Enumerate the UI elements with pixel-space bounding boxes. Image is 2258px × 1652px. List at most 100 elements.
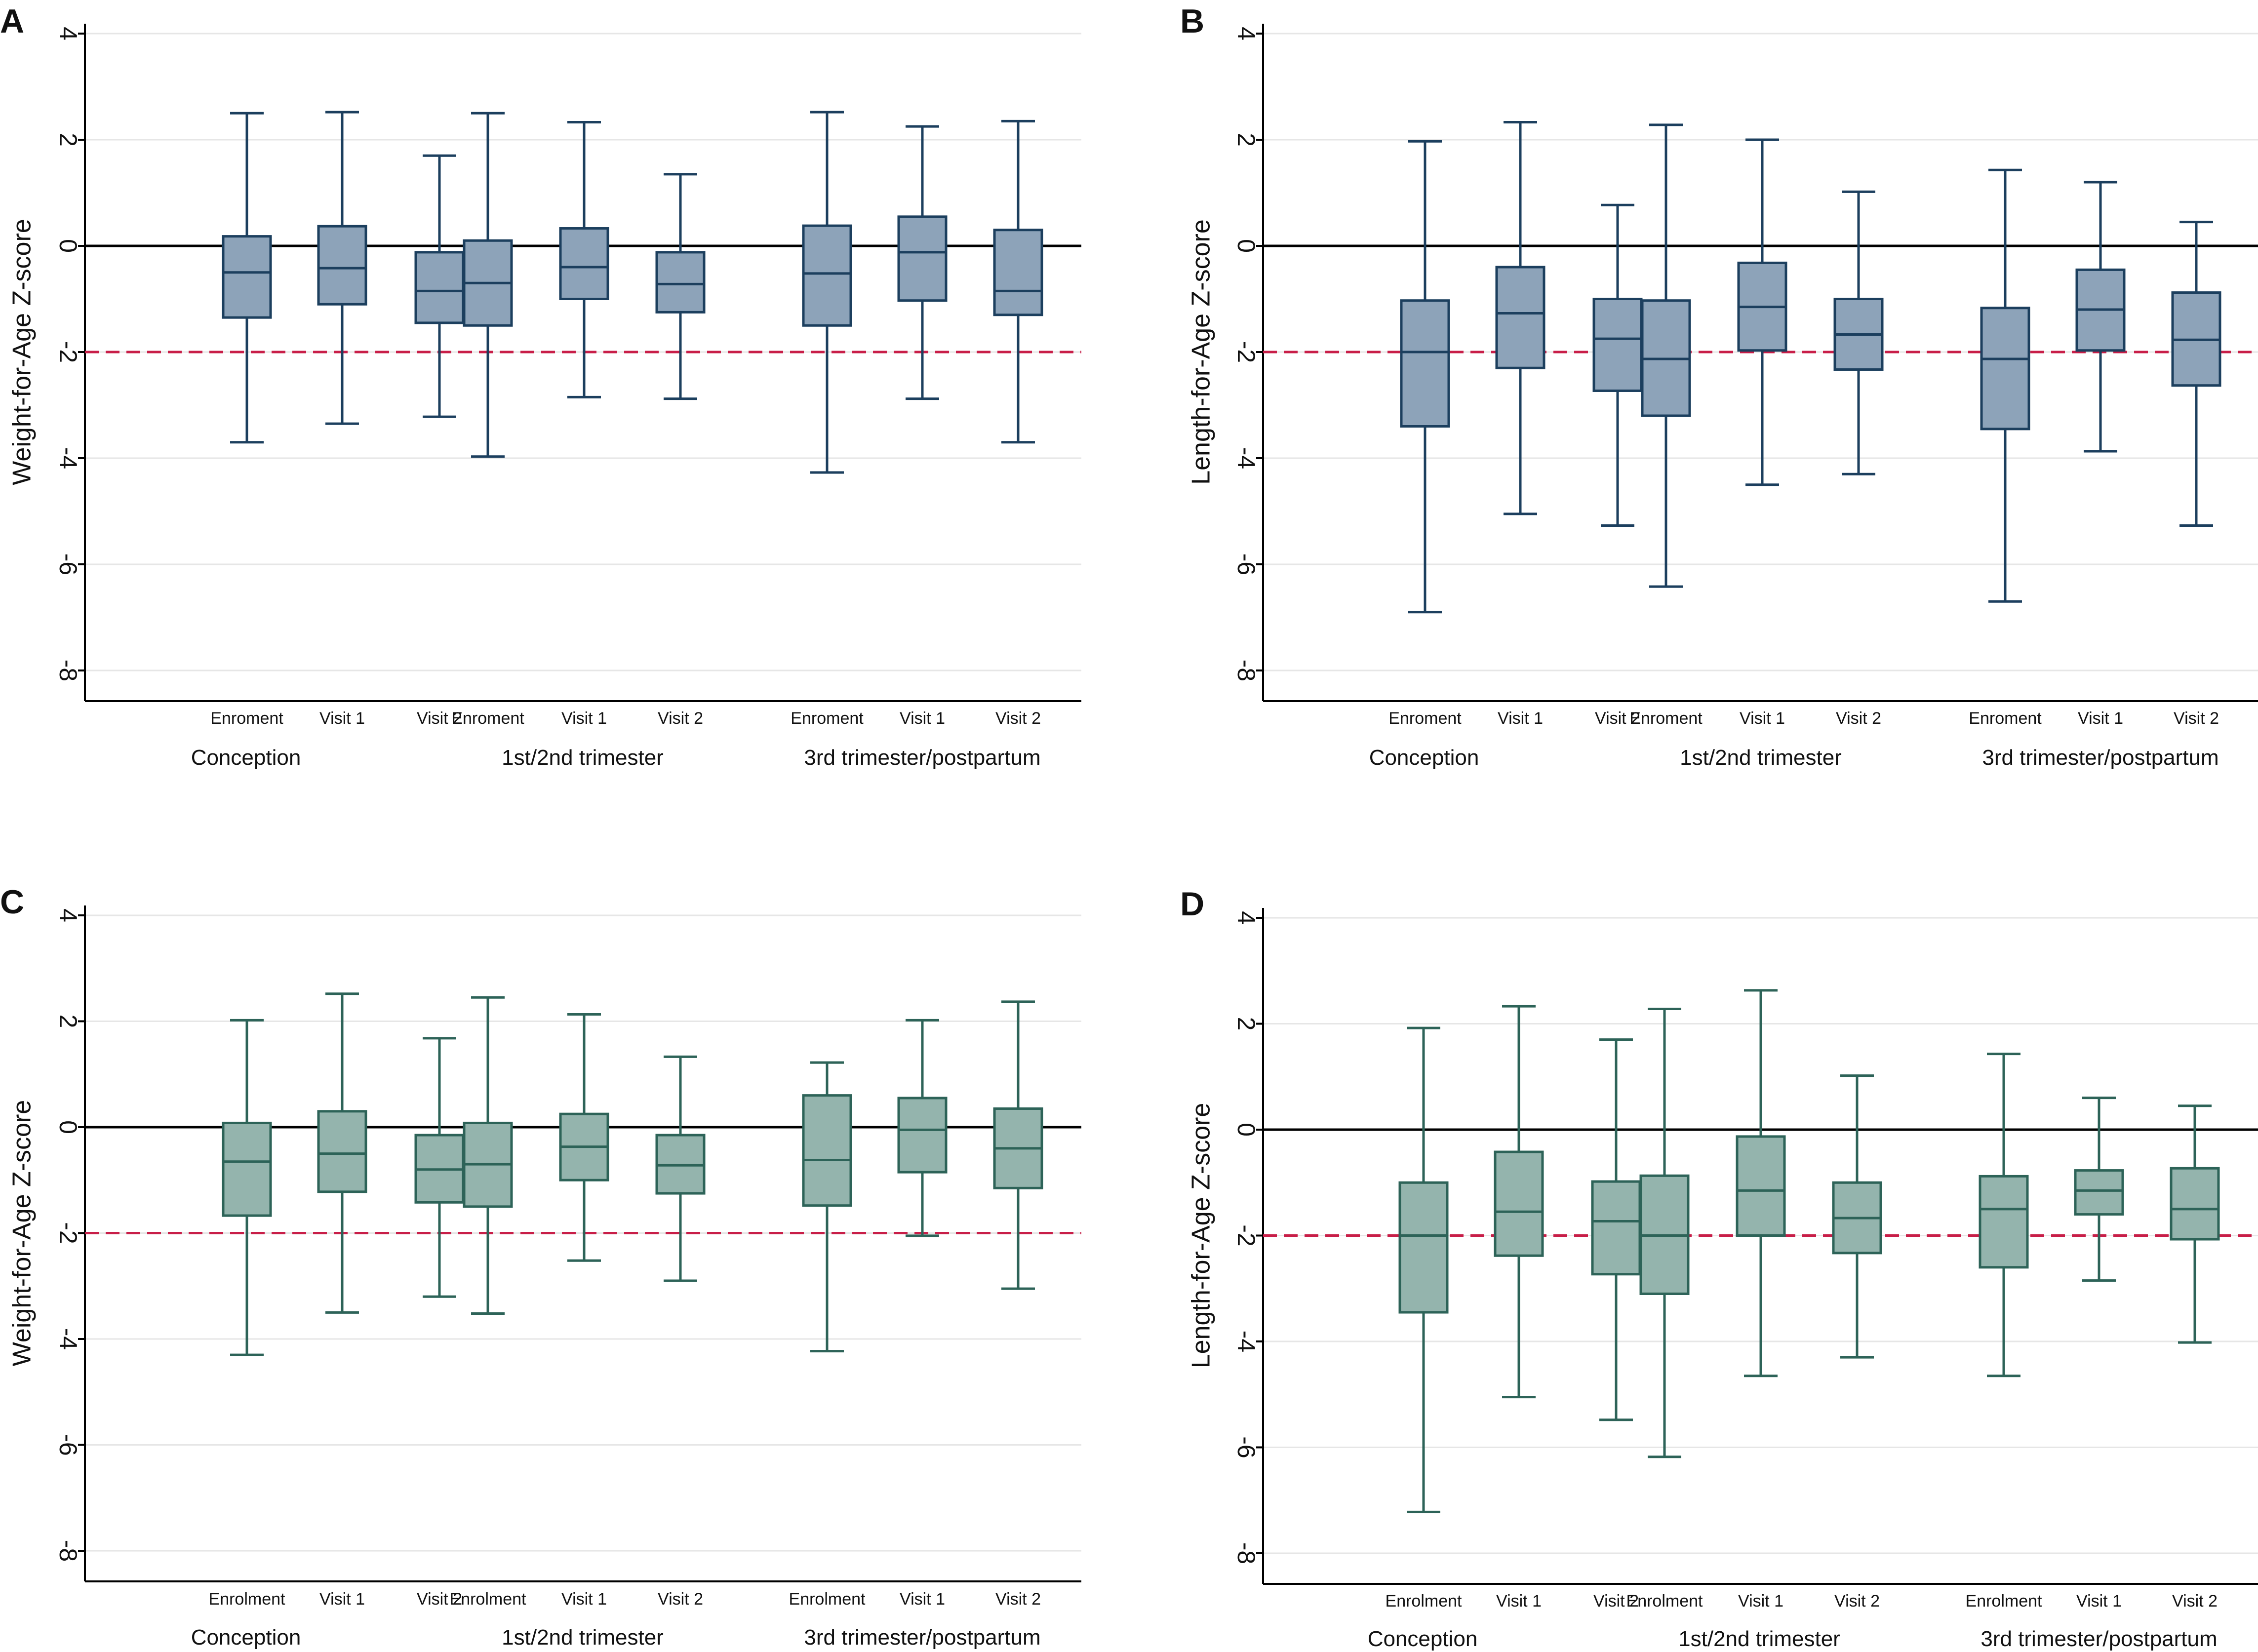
box-plot — [2074, 1097, 2124, 1282]
box-plot — [802, 111, 852, 474]
box-plot — [414, 1037, 465, 1298]
box-plot — [1400, 140, 1450, 614]
box-plot — [1980, 168, 2030, 603]
category-label: Enroment — [451, 709, 524, 728]
y-axis-label: Weight-for-Age Z-score — [8, 1100, 37, 1366]
y-tick-label: -8 — [1232, 660, 1260, 681]
category-label: Visit 2 — [658, 709, 703, 728]
iqr-box — [802, 1094, 852, 1207]
group-label: 1st/2nd trimester — [1680, 746, 1842, 770]
y-tick-label: 0 — [1232, 1123, 1260, 1137]
box-plot — [1979, 1053, 2029, 1377]
group-label: 3rd trimester/postpartum — [804, 1625, 1040, 1650]
iqr-box — [222, 235, 272, 319]
iqr-box — [2170, 1167, 2220, 1241]
box-plot — [463, 112, 513, 458]
category-label: Enroment — [1969, 709, 2042, 728]
y-axis-label: Weight-for-Age Z-score — [8, 219, 37, 485]
y-axis-label: Length-for-Age Z-score — [1187, 1103, 1216, 1369]
iqr-box — [1736, 1135, 1786, 1237]
category-label: Visit 2 — [1836, 709, 1881, 728]
box-plot — [1641, 123, 1691, 588]
category-label: Visit 1 — [900, 1590, 945, 1609]
panel-d: D 4 2 0 -2 -4 -6 -8 Length-for-Age Z-score Enrolm… — [1180, 885, 2258, 1651]
box-plot — [1494, 1005, 1544, 1399]
category-label: Visit 2 — [1834, 1592, 1880, 1611]
box-plot — [317, 992, 367, 1314]
category-label: Enroment — [1629, 709, 1703, 728]
y-tick-label: 2 — [1232, 133, 1260, 147]
category-label: Enrolment — [789, 1590, 866, 1609]
iqr-box — [655, 251, 706, 314]
box-plot — [802, 1061, 852, 1353]
category-label: Visit 2 — [1593, 1592, 1639, 1611]
group-label: 1st/2nd trimester — [1678, 1627, 1840, 1651]
category-label: Visit 2 — [658, 1590, 703, 1609]
category-label: Visit 1 — [561, 1590, 607, 1609]
iqr-box — [559, 227, 609, 300]
box-plot — [993, 1000, 1043, 1290]
y-tick-label: -6 — [54, 553, 82, 575]
category-label: Enroment — [791, 709, 864, 728]
panel-a: A 4 2 0 -2 -4 -6 -8 Weight-for-Age Z-score Enrome… — [0, 2, 1081, 770]
iqr-box — [1398, 1181, 1449, 1314]
y-tick-label: -2 — [1232, 1224, 1260, 1246]
y-tick-label: -6 — [1232, 1436, 1260, 1458]
category-label: Visit 1 — [1740, 709, 1785, 728]
box-plot — [1736, 989, 1786, 1377]
y-tick-label: 4 — [54, 908, 82, 922]
category-label: Visit 1 — [319, 1590, 365, 1609]
category-label: Visit 1 — [2076, 1592, 2122, 1611]
y-tick-label: -6 — [54, 1434, 82, 1455]
box-plot — [222, 112, 272, 444]
box-plot — [2171, 221, 2221, 527]
category-label: Visit 1 — [1498, 709, 1543, 728]
group-label: 3rd trimester/postpartum — [1981, 1627, 2217, 1651]
iqr-box — [1400, 299, 1450, 428]
iqr-box — [1592, 298, 1643, 392]
y-tick-label: 0 — [1232, 239, 1260, 253]
iqr-box — [802, 224, 852, 327]
iqr-box — [414, 251, 465, 324]
box-plot — [2075, 181, 2126, 453]
panel-c: C 4 2 0 -2 -4 -6 -8 Weight-for-Age Z-score Enrolm… — [0, 883, 1081, 1650]
iqr-box — [897, 1097, 948, 1174]
iqr-box — [993, 229, 1043, 316]
iqr-box — [1979, 1175, 2029, 1269]
y-tick-label: -8 — [1232, 1542, 1260, 1564]
category-label: Visit 2 — [2174, 709, 2219, 728]
category-label: Enrolment — [1966, 1592, 2043, 1611]
box-plot — [1737, 138, 1787, 486]
category-label: Visit 2 — [2172, 1592, 2218, 1611]
group-label: Conception — [1368, 1627, 1478, 1651]
category-label: Visit 1 — [319, 709, 365, 728]
box-plot — [2170, 1104, 2220, 1344]
category-label: Enrolment — [209, 1590, 286, 1609]
group-label: Conception — [191, 1625, 301, 1650]
box-plot — [655, 173, 706, 400]
category-label: Visit 2 — [995, 1590, 1041, 1609]
category-label: Visit 1 — [900, 709, 945, 728]
y-tick-label: -8 — [54, 660, 82, 681]
box-plot — [897, 125, 948, 400]
iqr-box — [317, 1110, 367, 1193]
iqr-box — [2074, 1169, 2124, 1216]
category-label: Visit 1 — [1738, 1592, 1783, 1611]
box-plot — [993, 119, 1043, 444]
panel-letter: C — [0, 883, 24, 921]
y-axis-label: Length-for-Age Z-score — [1187, 219, 1216, 485]
box-plot — [1832, 1074, 1882, 1359]
category-label: Visit 2 — [995, 709, 1041, 728]
y-tick-label: 0 — [54, 239, 82, 253]
y-tick-label: 4 — [1232, 911, 1260, 925]
y-tick-label: -6 — [1232, 553, 1260, 575]
group-label: 3rd trimester/postpartum — [1982, 746, 2218, 770]
box-plot — [559, 1013, 609, 1262]
box-plot — [1592, 203, 1643, 527]
group-label: 1st/2nd trimester — [502, 746, 664, 770]
y-tick-label: -8 — [54, 1540, 82, 1562]
category-label: Visit 1 — [1496, 1592, 1542, 1611]
box-plot — [317, 111, 367, 425]
y-tick-label: 2 — [1232, 1017, 1260, 1031]
iqr-box — [1980, 307, 2030, 431]
